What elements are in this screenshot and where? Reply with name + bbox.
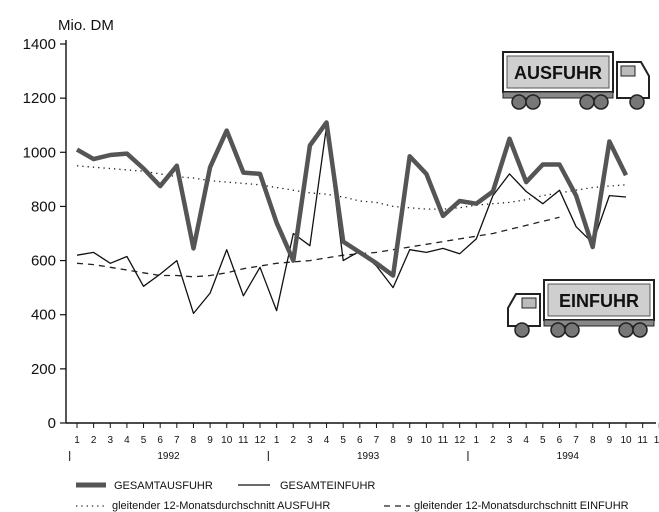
- x-tick-label: 8: [191, 435, 197, 446]
- x-tick-label: 10: [221, 435, 233, 446]
- series-line-0: [75, 120, 629, 278]
- x-year-label: 1993: [357, 451, 380, 462]
- y-tick-label: 0: [48, 415, 56, 432]
- x-tick-label: 4: [124, 435, 130, 446]
- x-tick-label: 12: [254, 435, 266, 446]
- y-tick-label: 1200: [23, 90, 56, 107]
- x-tick-label: 10: [620, 435, 632, 446]
- x-tick-label: 9: [207, 435, 213, 446]
- x-tick-label: 9: [607, 435, 613, 446]
- legend-label-ausfuhr: GESAMTAUSFUHR: [114, 480, 213, 492]
- x-tick-label: 2: [490, 435, 496, 446]
- import-label: EINFUHR: [559, 291, 639, 311]
- y-tick-label: 200: [31, 361, 56, 378]
- y-axis: 0 200 400 600 800 1000 1200 1400: [23, 36, 67, 432]
- legend-label-einfuhr: GESAMTEINFUHR: [280, 480, 375, 492]
- x-tick-label: 11: [238, 435, 249, 446]
- x-year-label: 1992: [157, 451, 180, 462]
- x-tick-label: 9: [407, 435, 413, 446]
- x-tick-label: 11: [637, 435, 648, 446]
- x-tick-label: 6: [157, 435, 163, 446]
- legend: GESAMTAUSFUHR GESAMTEINFUHR gleitender 1…: [76, 480, 629, 512]
- x-tick-label: 4: [523, 435, 529, 446]
- x-tick-label: 7: [573, 435, 579, 446]
- x-axis: 1 2 3 4 5 6 7 8 9 10 11 12 1 2 3 4 5 6 7 8 9 10 11 12 1 2 3 4 5 6 7 8 9 1…: [66, 422, 659, 462]
- x-tick-label: 4: [324, 435, 330, 446]
- x-tick-label: 7: [374, 435, 380, 446]
- y-axis-label: Mio. DM: [58, 17, 114, 34]
- x-tick-label: 12: [454, 435, 466, 446]
- x-tick-label: 8: [390, 435, 396, 446]
- y-tick-label: 1400: [23, 36, 56, 53]
- x-tick-label: 3: [507, 435, 513, 446]
- x-tick-label: 7: [174, 435, 180, 446]
- x-tick-label: 3: [107, 435, 113, 446]
- legend-label-avg-einfuhr: gleitender 12-Monatsdurchschnitt EINFUHR: [414, 500, 629, 512]
- x-year-label: 1994: [557, 451, 580, 462]
- series-line-1: [76, 125, 627, 315]
- x-tick-label: 6: [357, 435, 363, 446]
- x-tick-label: 5: [340, 435, 346, 446]
- x-tick-label: 2: [91, 435, 97, 446]
- x-tick-label: 11: [438, 435, 449, 446]
- x-tick-label: 10: [421, 435, 433, 446]
- y-tick-label: 600: [31, 253, 56, 270]
- x-tick-label: 2: [290, 435, 296, 446]
- x-tick-label: 1: [473, 435, 479, 446]
- series-layer: [75, 120, 629, 315]
- series-line-3: [76, 216, 560, 278]
- y-tick-label: 1000: [23, 144, 56, 161]
- export-truck-icon: AUSFUHR: [502, 51, 650, 110]
- x-tick-label: 5: [540, 435, 546, 446]
- x-tick-label: 8: [590, 435, 596, 446]
- export-label: AUSFUHR: [514, 63, 602, 83]
- x-tick-label: 1: [274, 435, 280, 446]
- x-tick-label: 1: [74, 435, 80, 446]
- y-tick-label: 400: [31, 307, 56, 324]
- x-tick-label: 5: [141, 435, 147, 446]
- x-tick-label: 6: [557, 435, 563, 446]
- x-tick-label: 3: [307, 435, 313, 446]
- x-tick-label: 12: [654, 435, 659, 446]
- import-truck-icon: EINFUHR: [507, 279, 655, 338]
- legend-label-avg-ausfuhr: gleitender 12-Monatsdurchschnitt AUSFUHR: [112, 500, 330, 512]
- y-tick-label: 800: [31, 198, 56, 215]
